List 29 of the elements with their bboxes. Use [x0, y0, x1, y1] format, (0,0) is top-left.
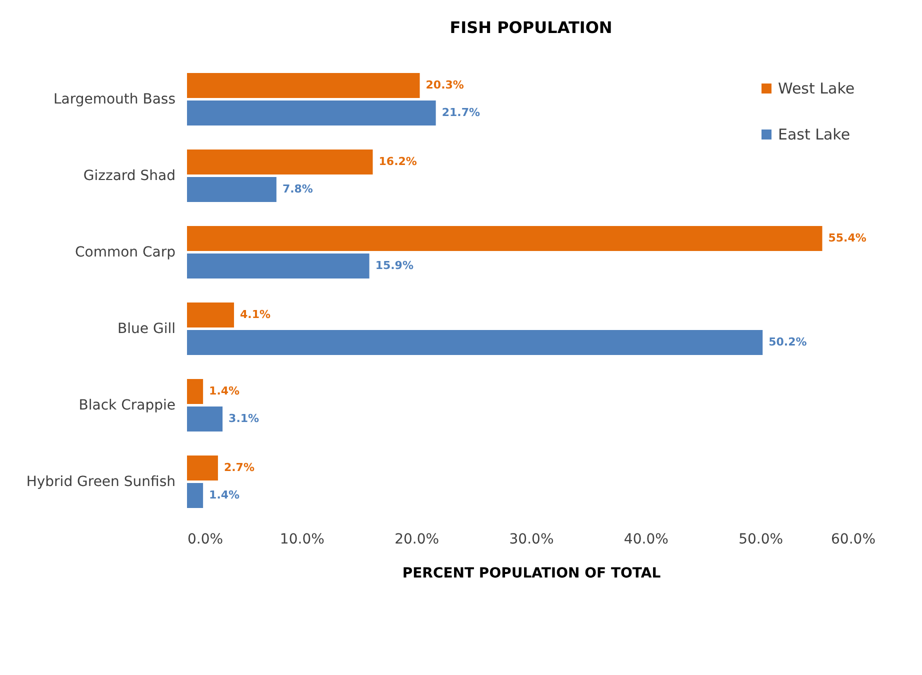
- data-label: 21.7%: [442, 106, 480, 120]
- x-tick-label: 40.0%: [624, 532, 668, 548]
- legend-label: East Lake: [778, 126, 850, 144]
- x-tick-label: 10.0%: [280, 532, 324, 548]
- data-label: 20.3%: [426, 78, 464, 92]
- chart-title: FISH POPULATION: [450, 18, 612, 37]
- y-tick-label: Common Carp: [74, 244, 176, 260]
- x-tick-label: 0.0%: [188, 532, 224, 548]
- data-label: 7.8%: [282, 182, 313, 196]
- x-axis-title: PERCENT POPULATION OF TOTAL: [402, 566, 661, 582]
- y-tick-label: Hybrid Green Sunfish: [26, 474, 176, 490]
- data-label: 16.2%: [378, 154, 417, 168]
- y-tick-label: Black Crappie: [78, 397, 176, 414]
- legend-label: West Lake: [778, 80, 855, 98]
- x-tick-label: 50.0%: [738, 532, 784, 548]
- data-label: 3.1%: [228, 412, 260, 426]
- data-label: 15.9%: [375, 259, 414, 272]
- y-tick-label: Blue Gill: [118, 320, 176, 337]
- data-label: 2.7%: [224, 460, 254, 474]
- y-tick-label: Largemouth Bass: [53, 91, 176, 108]
- x-tick-label: 20.0%: [394, 532, 440, 548]
- data-label: 1.4%: [209, 488, 240, 502]
- data-label: 1.4%: [209, 384, 240, 398]
- x-tick-label: 60.0%: [831, 532, 876, 548]
- data-label: 55.4%: [828, 231, 866, 244]
- y-tick-label: Gizzard Shad: [83, 168, 176, 184]
- x-tick-label: 30.0%: [509, 532, 554, 548]
- data-label: 4.1%: [240, 308, 271, 321]
- data-label: 50.2%: [768, 336, 807, 349]
